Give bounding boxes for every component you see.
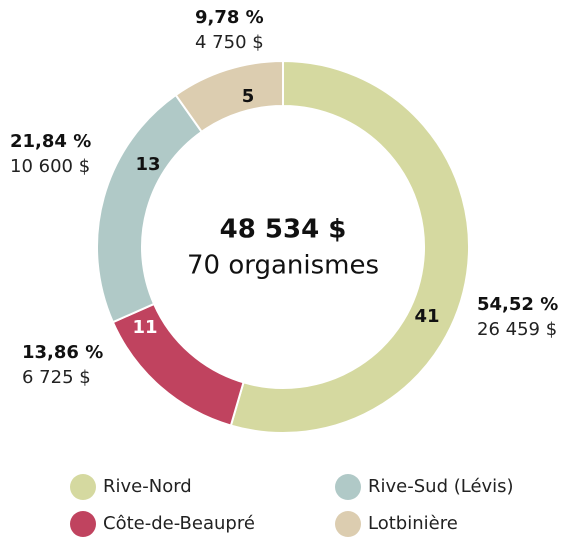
center-label: 70 organismes: [187, 251, 379, 281]
percent-label: 13,86 %: [22, 342, 103, 363]
donut-segment: [96, 93, 204, 324]
donut-segment: [174, 59, 284, 134]
legend-label: Côte-de-Beaupré: [103, 513, 255, 534]
legend-label: Rive-Nord: [103, 476, 192, 497]
percent-label: 54,52 %: [477, 294, 558, 315]
legend-swatch: [335, 474, 361, 500]
amount-label: 6 725 $: [22, 367, 91, 388]
legend-label: Rive-Sud (Lévis): [368, 476, 514, 497]
count-label: 41: [414, 306, 439, 327]
percent-label: 21,84 %: [10, 131, 91, 152]
legend-swatch: [70, 474, 96, 500]
percent-label: 9,78 %: [195, 7, 264, 28]
amount-label: 4 750 $: [195, 32, 264, 53]
count-label: 13: [135, 154, 160, 175]
center-total: 48 534 $: [220, 215, 347, 245]
legend-label: Lotbinière: [368, 513, 458, 534]
legend-swatch: [70, 511, 96, 537]
donut-segment: [229, 59, 470, 434]
legend-swatch: [335, 511, 361, 537]
amount-label: 10 600 $: [10, 156, 90, 177]
amount-label: 26 459 $: [477, 319, 557, 340]
count-label: 5: [242, 86, 255, 107]
count-label: 11: [132, 317, 157, 338]
